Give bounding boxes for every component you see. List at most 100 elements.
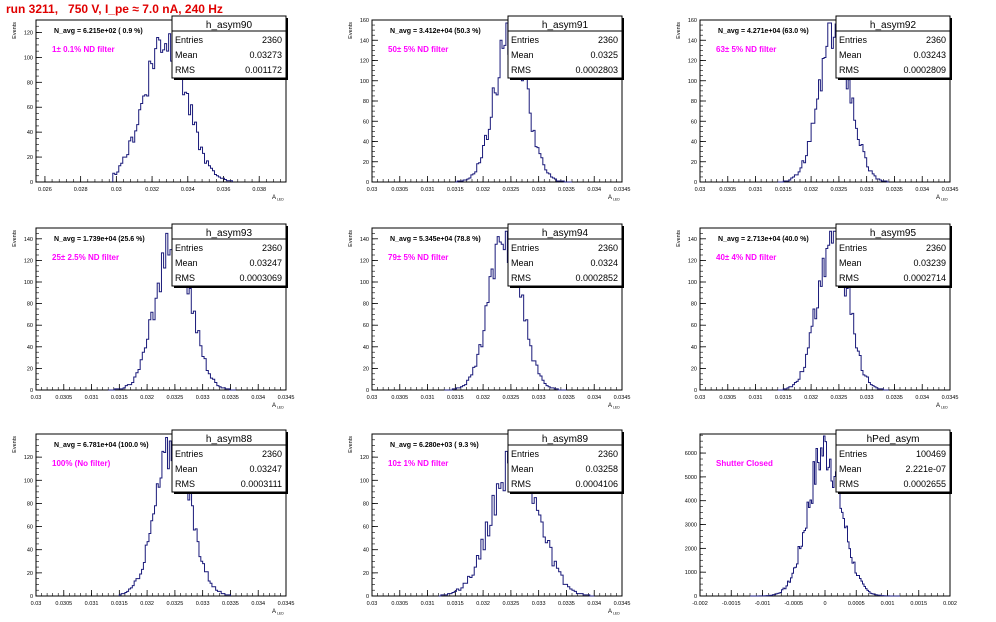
x-axis-label: A LED <box>272 403 284 410</box>
stats-label: Entries <box>839 35 868 45</box>
y-tick-label: 80 <box>691 99 697 105</box>
x-tick-label: 0.032 <box>804 187 818 193</box>
y-tick-label: 100 <box>688 280 697 286</box>
histogram-name: hPed_asym <box>867 434 920 445</box>
y-tick-label: 120 <box>24 455 33 461</box>
y-tick-label: 40 <box>27 345 33 351</box>
histogram-panel-h_asym91: 0 20 40 60 80 100 120 140 160 0.03 0.0305 0.031 0.03… <box>348 15 630 202</box>
navg-label: N_avg = 5.345e+04 (78.8 %) <box>390 236 481 243</box>
y-tick-label: 20 <box>27 571 33 577</box>
stats-value: 100469 <box>916 449 946 459</box>
x-tick-label: 0.03 <box>111 187 122 193</box>
y-tick-label: 80 <box>363 501 369 507</box>
stats-label: Entries <box>511 449 540 459</box>
x-tick-label: 0.031 <box>421 601 435 607</box>
stats-box-shadow <box>622 18 624 80</box>
stats-value: 0.0002714 <box>903 273 946 283</box>
x-tick-label: 0.033 <box>532 187 546 193</box>
filter-annotation: 63± 5% ND filter <box>716 45 776 54</box>
x-axis-label: A LED <box>608 609 620 616</box>
x-tick-label: 0.033 <box>196 395 210 401</box>
x-tick-label: 0.033 <box>860 395 874 401</box>
stats-label: Mean <box>511 50 534 60</box>
stats-box-shadow <box>174 492 288 494</box>
stats-value: 0.03247 <box>249 464 282 474</box>
filter-annotation: 79± 5% ND filter <box>388 253 448 262</box>
stats-label: Mean <box>839 258 862 268</box>
x-tick-label: 0.0345 <box>614 395 631 401</box>
histogram-series <box>750 435 900 597</box>
stats-box-frame <box>835 429 951 493</box>
y-tick-label: 60 <box>363 525 369 531</box>
y-axis-label: Events <box>12 22 18 39</box>
x-tick-label: 0.0335 <box>886 395 903 401</box>
y-tick-label: 0 <box>30 180 33 186</box>
stats-label: Entries <box>839 243 868 253</box>
y-tick-label: 40 <box>691 345 697 351</box>
y-tick-label: 100 <box>360 79 369 85</box>
y-tick-label: 0 <box>366 594 369 600</box>
stats-value: 0.03243 <box>913 50 946 60</box>
y-tick-label: 100 <box>360 478 369 484</box>
x-tick-label: -0.0005 <box>784 601 803 607</box>
stats-label: Mean <box>175 50 198 60</box>
stats-value: 2.221e-07 <box>905 464 946 474</box>
x-tick-label: 0.034 <box>587 187 601 193</box>
histogram-name: h_asym93 <box>206 228 253 239</box>
stats-value: 0.0004106 <box>575 479 618 489</box>
histogram-name: h_asym95 <box>870 228 917 239</box>
y-axis-label: Events <box>348 22 354 39</box>
stats-box-frame <box>507 223 623 287</box>
y-tick-label: 0 <box>694 180 697 186</box>
navg-label: N_avg = 6.215e+02 ( 0.9 %) <box>54 28 143 35</box>
x-tick-label: 0.031 <box>749 187 763 193</box>
x-tick-label: 0.031 <box>85 601 99 607</box>
y-tick-label: 3000 <box>685 523 697 529</box>
stats-box-shadow <box>838 78 952 80</box>
stats-label: Entries <box>511 35 540 45</box>
histogram-name: h_asym90 <box>206 20 253 31</box>
x-tick-label: 0.032 <box>140 395 154 401</box>
y-axis-label: Events <box>348 230 354 247</box>
y-tick-label: 120 <box>24 30 33 36</box>
x-tick-label: 0.03 <box>31 601 42 607</box>
histogram-panel-h_asym92: 0 20 40 60 80 100 120 140 160 0.03 0.0305 0.031 0.03… <box>676 15 958 202</box>
x-tick-label: -0.002 <box>692 601 708 607</box>
stats-label: Entries <box>839 449 868 459</box>
stats-value: 2360 <box>926 35 946 45</box>
stats-value: 2360 <box>598 243 618 253</box>
y-tick-label: 60 <box>363 323 369 329</box>
stats-label: Mean <box>511 258 534 268</box>
x-tick-label: 0.03 <box>367 601 378 607</box>
x-tick-label: 0.0335 <box>558 601 575 607</box>
stats-box-shadow <box>838 286 952 288</box>
x-tick-label: 0.03 <box>367 187 378 193</box>
stats-value: 0.0325 <box>590 50 618 60</box>
x-tick-label: 0.0345 <box>278 601 295 607</box>
stats-value: 0.03247 <box>249 258 282 268</box>
y-axis-label: Events <box>12 436 18 453</box>
x-tick-label: 0.0315 <box>447 601 464 607</box>
stats-box-shadow <box>174 286 288 288</box>
x-tick-label: 0.03 <box>695 395 706 401</box>
histogram-name: h_asym89 <box>542 434 589 445</box>
histogram-panel-h_asym93: 0 20 40 60 80 100 120 140 0.03 0.0305 0.031 0.0315 0… <box>12 223 294 410</box>
stats-label: RMS <box>511 479 531 489</box>
y-tick-label: 0 <box>30 388 33 394</box>
histogram-name: h_asym92 <box>870 20 917 31</box>
stats-box-frame <box>171 429 287 493</box>
stats-value: 0.03239 <box>913 258 946 268</box>
y-tick-label: 60 <box>363 119 369 125</box>
stats-value: 0.03258 <box>585 464 618 474</box>
stats-value: 0.0002852 <box>575 273 618 283</box>
x-tick-label: 0.0325 <box>830 395 847 401</box>
y-tick-label: 80 <box>691 302 697 308</box>
x-tick-label: 0.034 <box>251 395 265 401</box>
x-tick-label: 0.033 <box>196 601 210 607</box>
stats-box-shadow <box>286 226 288 288</box>
